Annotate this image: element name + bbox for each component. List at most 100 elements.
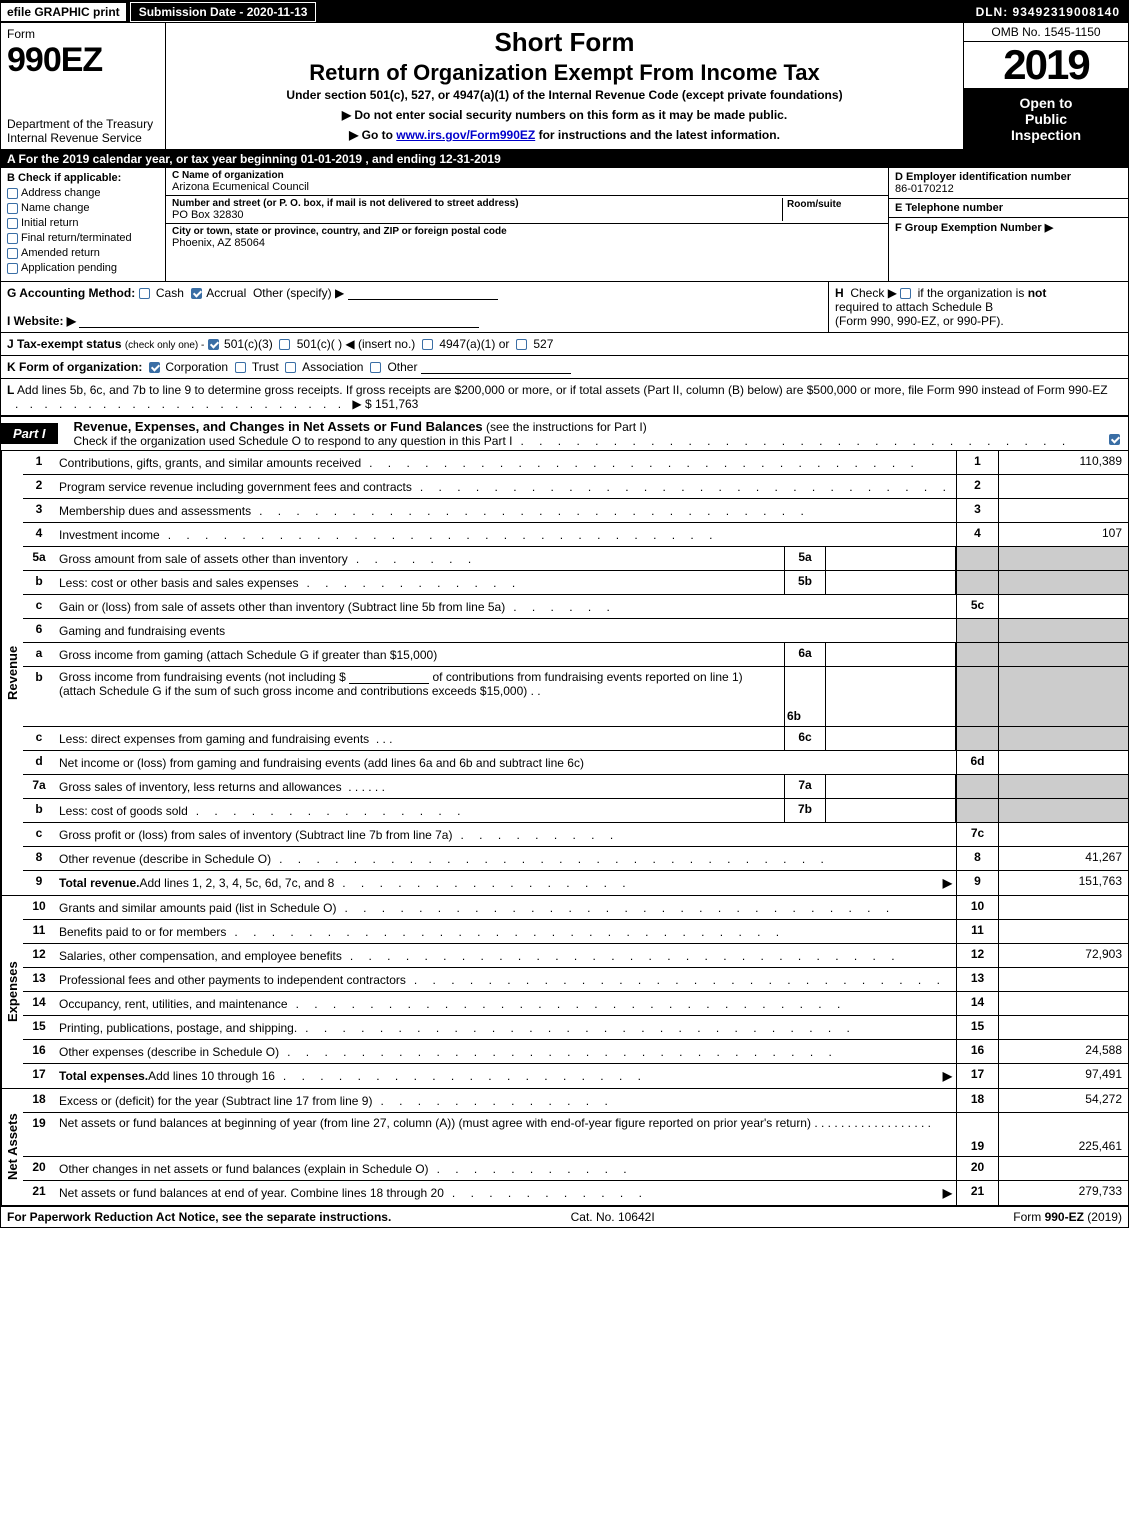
sidebar-revenue: Revenue xyxy=(1,451,23,895)
line-20-num: 20 xyxy=(23,1157,55,1180)
line-17-text2: Add lines 10 through 16 xyxy=(148,1069,275,1083)
line-9-text: Total revenue. xyxy=(59,876,139,890)
line-5c-box: 5c xyxy=(956,595,998,618)
dots: . . . . . . . . . . . . . . . . . . . . xyxy=(275,1069,943,1083)
form-label: Form xyxy=(7,27,159,41)
line-12-value: 72,903 xyxy=(998,944,1128,967)
dots: . . . . . . . . . . . . . . . . . . . . … xyxy=(226,925,952,939)
checkbox-name-change[interactable] xyxy=(7,203,18,214)
l-arrow: ▶ $ xyxy=(352,397,371,411)
efile-print-button[interactable]: efile GRAPHIC print xyxy=(1,3,126,21)
top-bar: efile GRAPHIC print Submission Date - 20… xyxy=(1,1,1128,23)
line-21-num: 21 xyxy=(23,1181,55,1205)
checkbox-schedule-o[interactable] xyxy=(1109,434,1120,445)
checkbox-final-return[interactable] xyxy=(7,233,18,244)
checkbox-schedule-b[interactable] xyxy=(900,288,911,299)
checkbox-amended-return[interactable] xyxy=(7,248,18,259)
line-15-text: Printing, publications, postage, and shi… xyxy=(59,1021,297,1035)
line-3-value xyxy=(998,499,1128,522)
line-15-box: 15 xyxy=(956,1016,998,1039)
line-18-box: 18 xyxy=(956,1089,998,1112)
line-1: 1 Contributions, gifts, grants, and simi… xyxy=(23,451,1128,475)
dots: . . . . . . . . . . . . . . . . . . . . … xyxy=(412,480,952,494)
line-19-value: 225,461 xyxy=(998,1113,1128,1156)
line-5b-num: b xyxy=(23,571,55,594)
line-13-num: 13 xyxy=(23,968,55,991)
footer-left: For Paperwork Reduction Act Notice, see … xyxy=(7,1210,391,1224)
line-6-box-grey xyxy=(956,619,998,642)
h-text2: if the organization is xyxy=(918,286,1025,300)
line-7b-ibox: 7b xyxy=(784,799,826,822)
line-16: 16 Other expenses (describe in Schedule … xyxy=(23,1040,1128,1064)
label-association: Association xyxy=(302,360,363,374)
other-method-input[interactable] xyxy=(348,288,498,300)
website-input[interactable] xyxy=(79,316,479,328)
line-14-num: 14 xyxy=(23,992,55,1015)
h-label: H xyxy=(835,286,844,300)
dots: . . . . . . . . . . . . . . . . . . . . … xyxy=(336,901,952,915)
dots-l: . . . . . . . . . . . . . . . . . . . . … xyxy=(7,397,352,411)
line-7b-val-grey xyxy=(998,799,1128,822)
e-phone-label: E Telephone number xyxy=(895,202,1003,214)
line-2-box: 2 xyxy=(956,475,998,498)
checkbox-501c3[interactable] xyxy=(208,339,219,350)
label-trust: Trust xyxy=(252,360,279,374)
row-g-h: G Accounting Method: Cash Accrual Other … xyxy=(1,282,1128,333)
irs-link[interactable]: www.irs.gov/Form990EZ xyxy=(396,128,535,142)
checkbox-accrual[interactable] xyxy=(191,288,202,299)
checkbox-527[interactable] xyxy=(516,339,527,350)
label-application-pending: Application pending xyxy=(21,262,117,274)
line-6c-ibox: 6c xyxy=(784,727,826,750)
line-17-arrow: ▶ xyxy=(943,1069,952,1083)
line-8-box: 8 xyxy=(956,847,998,870)
k-label: K Form of organization: xyxy=(7,360,142,374)
checkbox-501c[interactable] xyxy=(279,339,290,350)
checkbox-trust[interactable] xyxy=(235,362,246,373)
h-text5: (Form 990, 990-EZ, or 990-PF). xyxy=(835,314,1004,328)
line-5b-ibox: 5b xyxy=(784,571,826,594)
line-18-num: 18 xyxy=(23,1089,55,1112)
j-sub: (check only one) - xyxy=(125,340,204,351)
checkbox-association[interactable] xyxy=(285,362,296,373)
org-city: Phoenix, AZ 85064 xyxy=(172,237,882,249)
label-other-org: Other xyxy=(387,360,417,374)
inspection-box: Open to Public Inspection xyxy=(964,89,1128,149)
info-block: B Check if applicable: Address change Na… xyxy=(1,168,1128,282)
line-2-num: 2 xyxy=(23,475,55,498)
line-6-num: 6 xyxy=(23,619,55,642)
line-11-num: 11 xyxy=(23,920,55,943)
line-6d-value xyxy=(998,751,1128,774)
line-10-box: 10 xyxy=(956,896,998,919)
line-9: 9 Total revenue. Add lines 1, 2, 3, 4, 5… xyxy=(23,871,1128,895)
sidebar-expenses: Expenses xyxy=(1,896,23,1088)
line-4-box: 4 xyxy=(956,523,998,546)
other-org-input[interactable] xyxy=(421,362,571,374)
line-17-box: 17 xyxy=(956,1064,998,1088)
checkbox-address-change[interactable] xyxy=(7,188,18,199)
checkbox-other-org[interactable] xyxy=(370,362,381,373)
line-7c-box: 7c xyxy=(956,823,998,846)
line-6b-num: b xyxy=(23,667,55,726)
return-title: Return of Organization Exempt From Incom… xyxy=(174,60,955,86)
line-6a-num: a xyxy=(23,643,55,666)
checkbox-corporation[interactable] xyxy=(149,362,160,373)
line-19: 19 Net assets or fund balances at beginn… xyxy=(23,1113,1128,1157)
line-12-box: 12 xyxy=(956,944,998,967)
dln-number: DLN: 93492319008140 xyxy=(968,3,1128,21)
checkbox-application-pending[interactable] xyxy=(7,263,18,274)
j-label: J Tax-exempt status xyxy=(7,337,122,351)
org-address: PO Box 32830 xyxy=(172,209,782,221)
i-label: I Website: ▶ xyxy=(7,314,76,328)
line-7b: b Less: cost of goods sold . . . . . . .… xyxy=(23,799,1128,823)
line-6a-val-grey xyxy=(998,643,1128,666)
checkbox-initial-return[interactable] xyxy=(7,218,18,229)
line-17-value: 97,491 xyxy=(998,1064,1128,1088)
net-assets-section: Net Assets 18 Excess or (deficit) for th… xyxy=(1,1089,1128,1207)
checkbox-cash[interactable] xyxy=(139,288,150,299)
line-11-text: Benefits paid to or for members xyxy=(59,925,226,939)
dept-irs: Internal Revenue Service xyxy=(7,131,142,145)
line-6b-input[interactable] xyxy=(349,672,429,684)
checkbox-4947[interactable] xyxy=(422,339,433,350)
line-7b-text: Less: cost of goods sold xyxy=(59,804,188,818)
tax-year: 2019 xyxy=(964,42,1128,89)
